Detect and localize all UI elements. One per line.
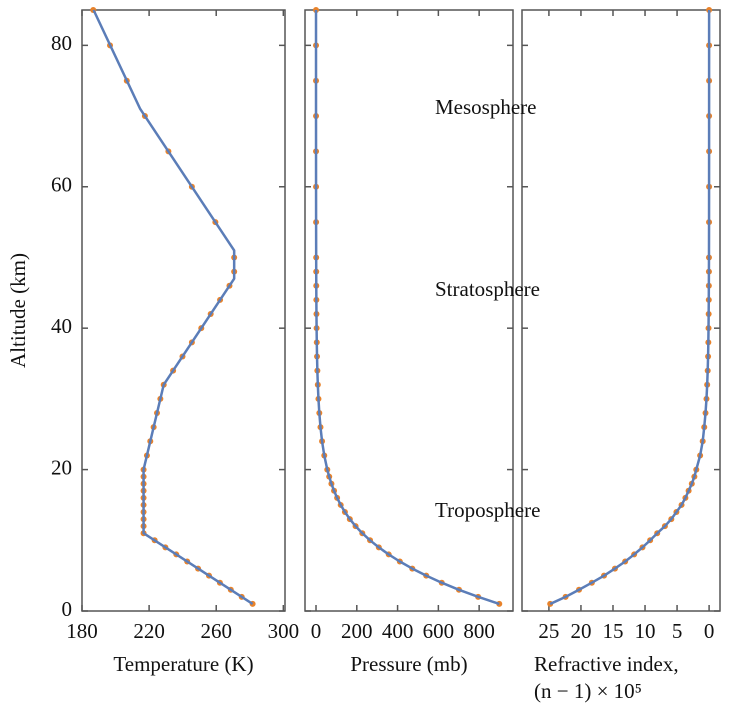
y-tick-label: 20 xyxy=(51,455,72,479)
region-annotation: Stratosphere xyxy=(435,277,540,301)
y-tick-label: 60 xyxy=(51,173,72,197)
x-tick-label: 10 xyxy=(635,619,656,643)
region-annotation: Troposphere xyxy=(435,498,540,522)
plot-frame xyxy=(81,9,286,612)
y-tick-label: 80 xyxy=(51,31,72,55)
x-axis-label: Temperature (K) xyxy=(113,652,253,676)
x-tick-label: 260 xyxy=(200,619,232,643)
x-axis-label: (n − 1) × 10⁵ xyxy=(534,679,642,703)
x-tick-label: 180 xyxy=(66,619,98,643)
data-line xyxy=(314,9,500,606)
region-annotation: Mesosphere xyxy=(435,95,536,119)
x-tick-label: 600 xyxy=(423,619,455,643)
x-axis-label: Refractive index, xyxy=(534,652,679,676)
x-tick-label: 5 xyxy=(672,619,683,643)
y-tick-label: 0 xyxy=(62,597,73,621)
y-axis-label: Altitude (km) xyxy=(6,253,30,368)
y-tick-label: 40 xyxy=(51,314,72,338)
plot-frame xyxy=(521,9,721,612)
x-tick-label: 800 xyxy=(463,619,495,643)
x-tick-label: 200 xyxy=(341,619,373,643)
x-axis-label: Pressure (mb) xyxy=(350,652,467,676)
x-tick-label: 15 xyxy=(602,619,623,643)
x-tick-label: 25 xyxy=(538,619,559,643)
x-tick-label: 20 xyxy=(570,619,591,643)
data-line xyxy=(549,9,711,606)
x-tick-label: 0 xyxy=(704,619,715,643)
data-line xyxy=(92,9,254,605)
x-tick-label: 300 xyxy=(268,619,300,643)
x-tick-label: 220 xyxy=(133,619,165,643)
x-tick-label: 400 xyxy=(382,619,414,643)
x-tick-label: 0 xyxy=(311,619,322,643)
plot-frame xyxy=(304,9,514,612)
